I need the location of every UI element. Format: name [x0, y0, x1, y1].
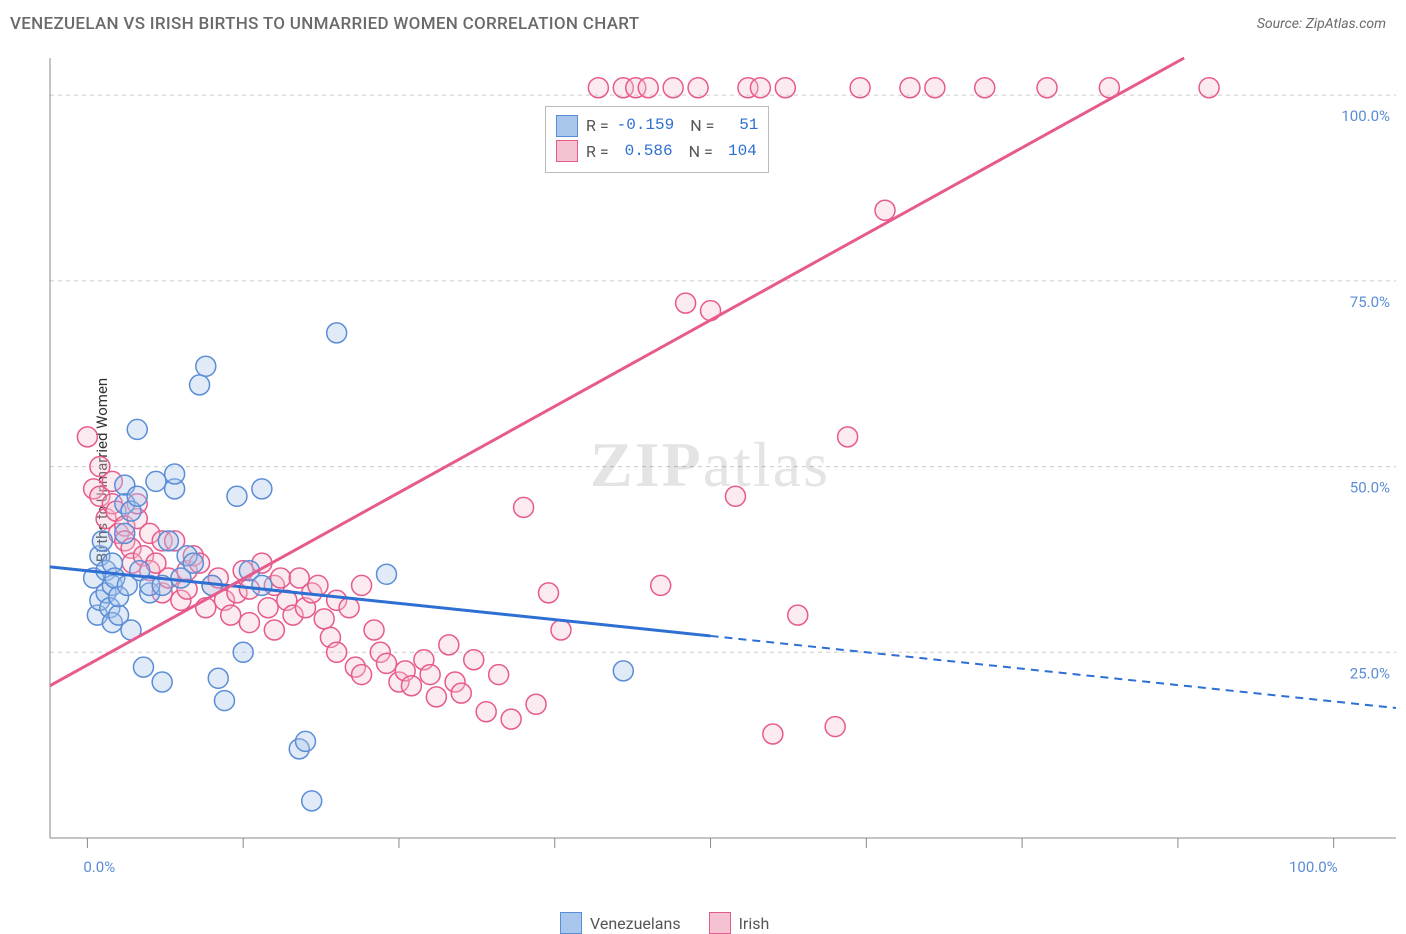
- chart-container: VENEZUELAN VS IRISH BIRTHS TO UNMARRIED …: [0, 0, 1406, 892]
- legend: Venezuelans Irish: [560, 912, 769, 934]
- legend-label: Venezuelans: [590, 914, 681, 933]
- svg-text:25.0%: 25.0%: [1350, 664, 1390, 682]
- plot-area: Births to Unmarried Women 25.0%50.0%75.0…: [0, 48, 1406, 892]
- svg-text:0.0%: 0.0%: [83, 858, 115, 876]
- stat-n-label: N =: [690, 113, 714, 139]
- scatter-chart: 25.0% 50.0% 75.0% 100.0% 0.0% 100.0%: [0, 48, 1406, 892]
- source-attribution: Source: ZipAtlas.com: [1257, 16, 1386, 32]
- stats-row: R = -0.159 N = 51: [556, 113, 758, 139]
- legend-item: Irish: [709, 912, 770, 934]
- legend-item: Venezuelans: [560, 912, 681, 934]
- series-swatch: [556, 140, 578, 162]
- header-bar: VENEZUELAN VS IRISH BIRTHS TO UNMARRIED …: [0, 0, 1406, 48]
- legend-label: Irish: [739, 914, 770, 933]
- stat-n-label: N =: [689, 139, 713, 165]
- correlation-stats-box: R = -0.159 N = 51 R = 0.586 N = 104: [545, 106, 769, 173]
- stat-r-label: R =: [586, 139, 609, 165]
- stat-r-value: -0.159: [617, 113, 675, 139]
- stat-n-value: 104: [721, 139, 757, 165]
- svg-text:100.0%: 100.0%: [1289, 858, 1338, 876]
- legend-swatch: [560, 912, 582, 934]
- stat-r-value: 0.586: [617, 139, 673, 165]
- stat-n-value: 51: [722, 113, 758, 139]
- stats-row: R = 0.586 N = 104: [556, 139, 758, 165]
- chart-title: VENEZUELAN VS IRISH BIRTHS TO UNMARRIED …: [10, 14, 639, 34]
- stat-r-label: R =: [586, 113, 609, 139]
- svg-text:75.0%: 75.0%: [1350, 293, 1390, 311]
- legend-swatch: [709, 912, 731, 934]
- svg-text:100.0%: 100.0%: [1341, 107, 1390, 125]
- series-swatch: [556, 115, 578, 137]
- svg-text:50.0%: 50.0%: [1350, 479, 1390, 497]
